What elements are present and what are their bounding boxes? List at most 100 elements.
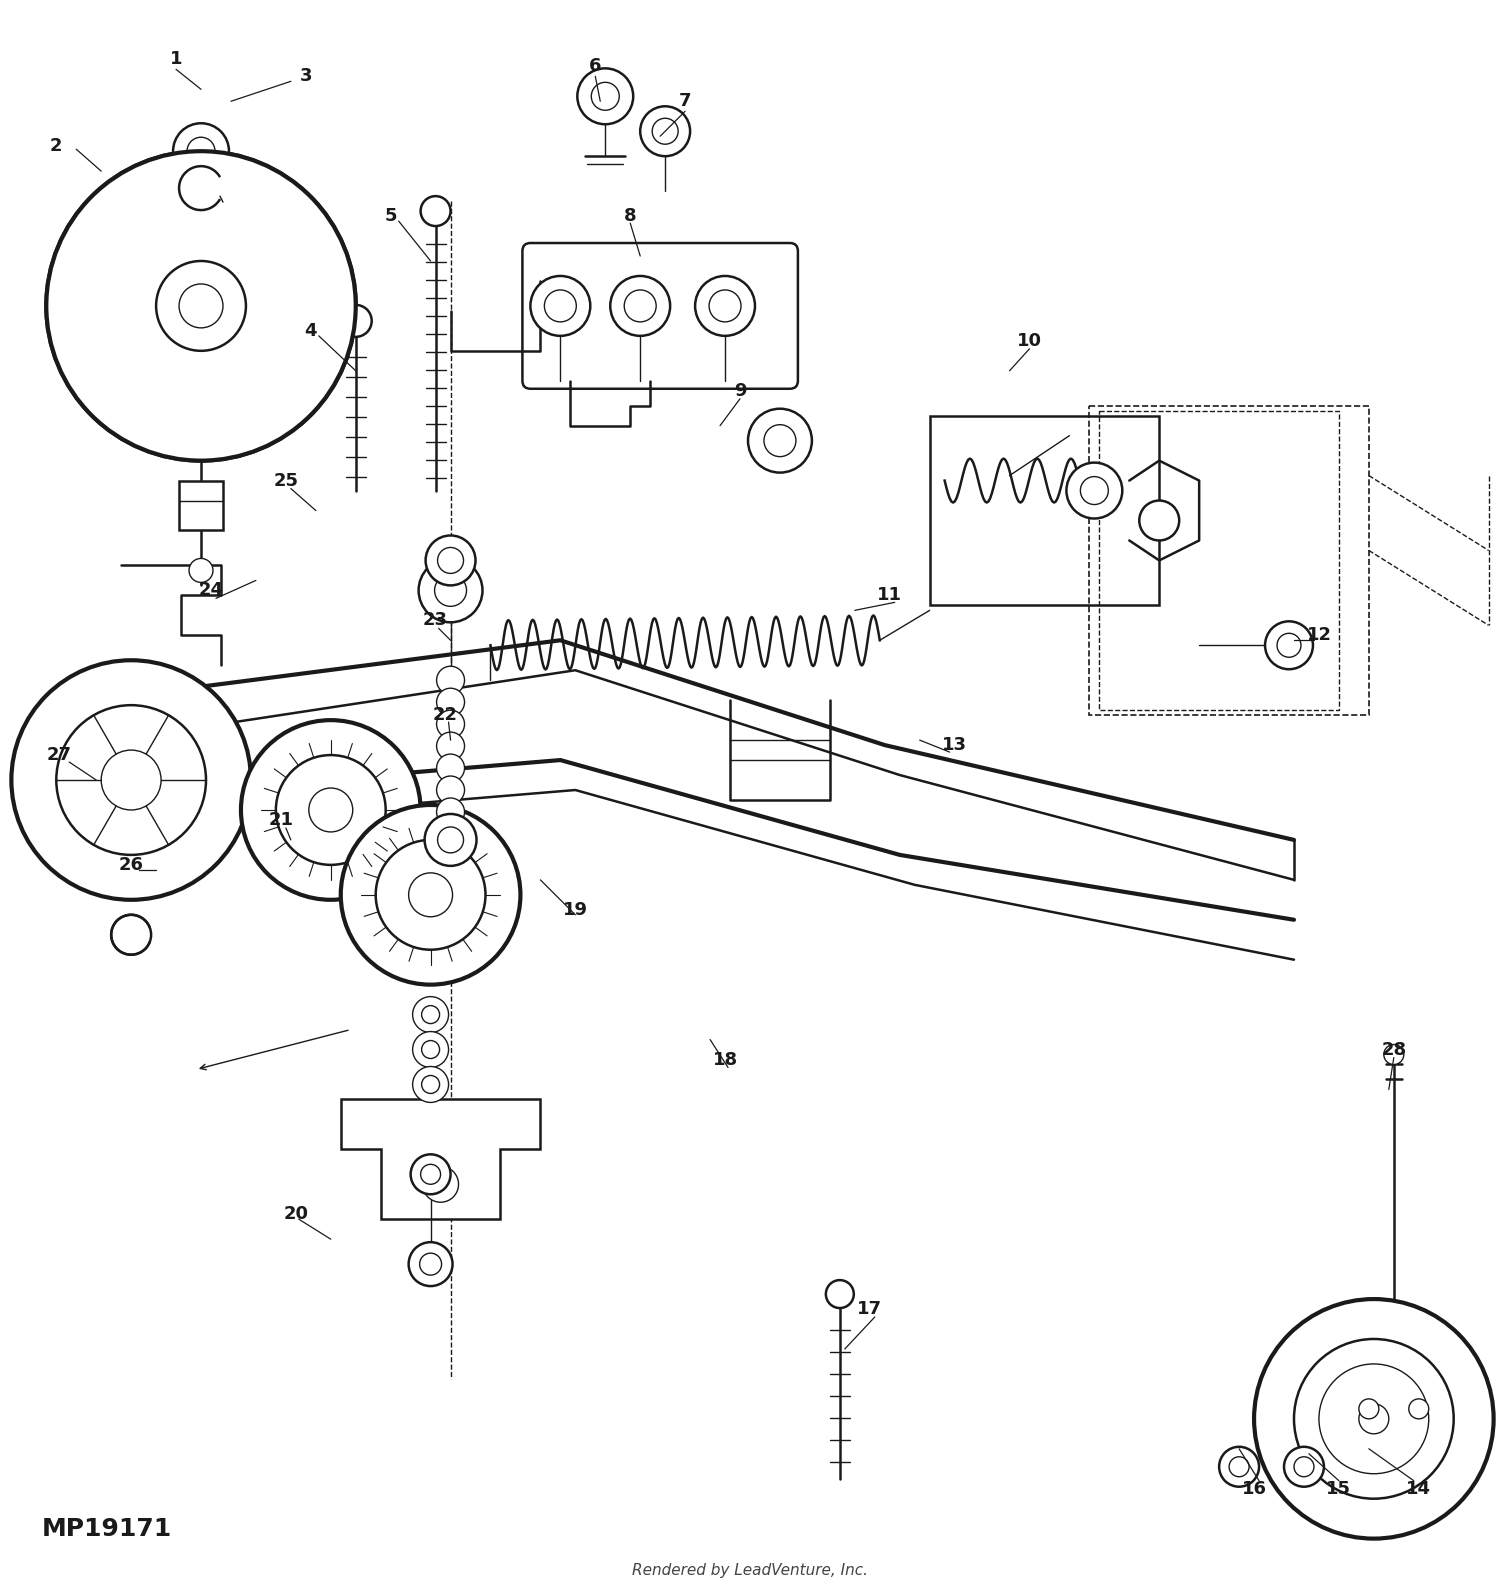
- Circle shape: [178, 167, 224, 210]
- Circle shape: [46, 151, 356, 461]
- Circle shape: [423, 1166, 459, 1203]
- Circle shape: [1284, 1448, 1324, 1487]
- Circle shape: [413, 1066, 448, 1103]
- Circle shape: [156, 261, 246, 351]
- Circle shape: [1294, 1340, 1454, 1498]
- Text: 28: 28: [1382, 1041, 1407, 1058]
- Circle shape: [438, 548, 464, 574]
- Circle shape: [46, 151, 356, 461]
- Circle shape: [710, 289, 741, 323]
- Circle shape: [1294, 1457, 1314, 1476]
- Circle shape: [1408, 1398, 1428, 1419]
- Circle shape: [188, 137, 214, 165]
- Circle shape: [411, 1154, 450, 1195]
- Circle shape: [436, 666, 465, 694]
- Circle shape: [340, 305, 372, 337]
- Circle shape: [1359, 1398, 1378, 1419]
- Circle shape: [640, 106, 690, 156]
- Circle shape: [408, 872, 453, 917]
- Circle shape: [420, 1254, 441, 1274]
- Text: 11: 11: [878, 586, 902, 604]
- Circle shape: [111, 915, 152, 955]
- Circle shape: [340, 806, 520, 985]
- Text: 8: 8: [624, 207, 636, 226]
- Text: 4: 4: [304, 323, 316, 340]
- Bar: [1100, 410, 1340, 710]
- Circle shape: [375, 841, 486, 950]
- Circle shape: [436, 688, 465, 717]
- Circle shape: [419, 558, 483, 623]
- Circle shape: [413, 1031, 448, 1068]
- Circle shape: [408, 1243, 453, 1286]
- Circle shape: [578, 68, 633, 124]
- Text: 5: 5: [384, 207, 398, 226]
- Circle shape: [436, 733, 465, 760]
- Text: 22: 22: [433, 706, 457, 725]
- Circle shape: [309, 788, 352, 833]
- Circle shape: [1228, 1457, 1250, 1476]
- Circle shape: [413, 996, 448, 1033]
- Text: 3: 3: [300, 67, 312, 86]
- Text: 20: 20: [284, 1204, 309, 1224]
- Circle shape: [591, 83, 620, 110]
- Text: 16: 16: [1242, 1479, 1266, 1498]
- Circle shape: [242, 720, 420, 899]
- Circle shape: [1066, 462, 1122, 518]
- Polygon shape: [57, 243, 159, 313]
- Text: 7: 7: [680, 92, 692, 110]
- Circle shape: [764, 424, 796, 456]
- Circle shape: [420, 195, 450, 226]
- Polygon shape: [194, 162, 264, 264]
- Circle shape: [422, 1006, 440, 1023]
- Circle shape: [531, 276, 591, 335]
- Polygon shape: [178, 480, 224, 531]
- Polygon shape: [930, 416, 1160, 605]
- Circle shape: [426, 535, 476, 585]
- Circle shape: [1359, 1403, 1389, 1433]
- Text: 6: 6: [590, 57, 602, 75]
- Circle shape: [436, 755, 465, 782]
- Circle shape: [172, 124, 230, 180]
- Polygon shape: [64, 318, 171, 413]
- Circle shape: [610, 276, 670, 335]
- Text: 27: 27: [46, 747, 72, 764]
- Circle shape: [1140, 501, 1179, 540]
- Circle shape: [178, 284, 224, 327]
- Circle shape: [694, 276, 754, 335]
- Circle shape: [1264, 621, 1312, 669]
- Circle shape: [436, 798, 465, 826]
- Polygon shape: [213, 335, 309, 443]
- Circle shape: [422, 1076, 440, 1093]
- Circle shape: [438, 826, 464, 853]
- Circle shape: [435, 574, 466, 607]
- Circle shape: [436, 710, 465, 739]
- Circle shape: [1344, 1389, 1404, 1449]
- Circle shape: [1080, 477, 1108, 505]
- Text: 14: 14: [1407, 1479, 1431, 1498]
- Text: 15: 15: [1326, 1479, 1352, 1498]
- Circle shape: [57, 706, 206, 855]
- Text: 17: 17: [858, 1300, 882, 1317]
- Text: 9: 9: [734, 381, 747, 400]
- Text: 2: 2: [50, 137, 63, 156]
- Polygon shape: [93, 170, 189, 276]
- Text: 10: 10: [1017, 332, 1042, 350]
- Circle shape: [1384, 1044, 1404, 1065]
- Text: Rendered by LeadVenture, Inc.: Rendered by LeadVenture, Inc.: [632, 1564, 868, 1578]
- Circle shape: [100, 750, 160, 810]
- Circle shape: [422, 1041, 440, 1058]
- Circle shape: [178, 284, 224, 327]
- Bar: [1089, 405, 1370, 715]
- Text: 18: 18: [712, 1050, 738, 1068]
- Text: 13: 13: [942, 736, 968, 755]
- Circle shape: [189, 558, 213, 583]
- Text: 19: 19: [562, 901, 588, 918]
- Circle shape: [12, 661, 250, 899]
- Circle shape: [420, 1165, 441, 1184]
- Circle shape: [1276, 634, 1300, 658]
- Text: 21: 21: [268, 810, 294, 829]
- Circle shape: [156, 261, 246, 351]
- Circle shape: [652, 118, 678, 145]
- Circle shape: [827, 1281, 854, 1308]
- Circle shape: [544, 289, 576, 323]
